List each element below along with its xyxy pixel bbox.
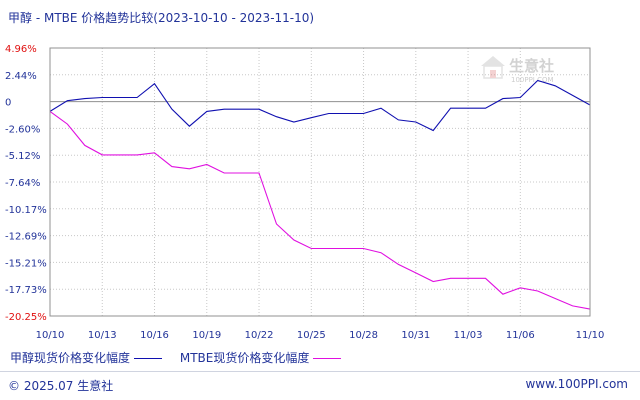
y-tick-label: 4.96% (5, 44, 37, 55)
watermark-text: 生意社 (509, 57, 554, 75)
legend-label-series2: MTBE现货价格变化幅度 (179, 351, 310, 365)
x-tick-label: 10/28 (349, 330, 378, 341)
x-tick-label: 11/03 (454, 330, 483, 341)
y-tick-label: 2.44% (5, 71, 37, 82)
y-tick-label: -15.21% (5, 258, 47, 269)
chart-title: 甲醇 - MTBE 价格趋势比较(2023-10-10 - 2023-11-10… (8, 11, 315, 25)
x-tick-label: 10/10 (36, 330, 65, 341)
y-axis-ticks: 4.96% 2.44% 0 -2.60% -5.12% -7.64% -10.17% -12.… (5, 44, 47, 323)
series-lines (49, 79, 591, 310)
y-tick-label: -7.64% (5, 178, 40, 189)
legend-item-series2: MTBE现货价格变化幅度 (180, 349, 342, 366)
y-tick-label: 0 (5, 98, 11, 109)
x-tick-label: 10/25 (297, 330, 326, 341)
watermark: 生意社 100PPI.COM (481, 56, 554, 84)
x-tick-label: 10/22 (245, 330, 274, 341)
series-line-2 (49, 110, 591, 310)
legend-item-series1: 甲醇现货价格变化幅度 (10, 349, 163, 366)
watermark-logo-icon (481, 56, 505, 79)
footer-divider (0, 371, 640, 372)
y-tick-label: -17.73% (5, 285, 47, 296)
y-tick-label: -5.12% (5, 151, 40, 162)
x-tick-label: 10/13 (88, 330, 117, 341)
y-tick-label: -12.69% (5, 232, 47, 243)
y-tick-label: -2.60% (5, 124, 40, 135)
x-tick-label: 11/06 (506, 330, 535, 341)
x-tick-label: 10/16 (140, 330, 169, 341)
x-tick-label: 11/10 (576, 330, 605, 341)
series-line-1 (49, 79, 591, 132)
x-axis-ticks: 10/10 10/13 10/16 10/19 10/22 10/25 10/28 10/31… (36, 330, 605, 341)
x-tick-label: 10/31 (401, 330, 430, 341)
legend-swatch-series2 (313, 358, 342, 359)
x-tick-label: 10/19 (192, 330, 221, 341)
y-tick-label: -20.25% (5, 312, 47, 323)
legend-label-series1: 甲醇现货价格变化幅度 (10, 351, 131, 365)
footer-copyright: © 2025.07 生意社 (8, 379, 114, 393)
line-chart: 生意社 100PPI.COM 4.96% 2.44% 0 -2.60% -5.12% -7… (5, 44, 605, 341)
y-tick-label: -10.17% (5, 205, 47, 216)
plot-frame (49, 47, 591, 317)
footer-url-link[interactable]: www.100PPI.com (525, 377, 628, 391)
legend-swatch-series1 (134, 358, 163, 359)
watermark-subtext: 100PPI.COM (511, 76, 554, 84)
legend: 甲醇现货价格变化幅度 MTBE现货价格变化幅度 (10, 349, 355, 366)
chart-grid (50, 48, 590, 316)
